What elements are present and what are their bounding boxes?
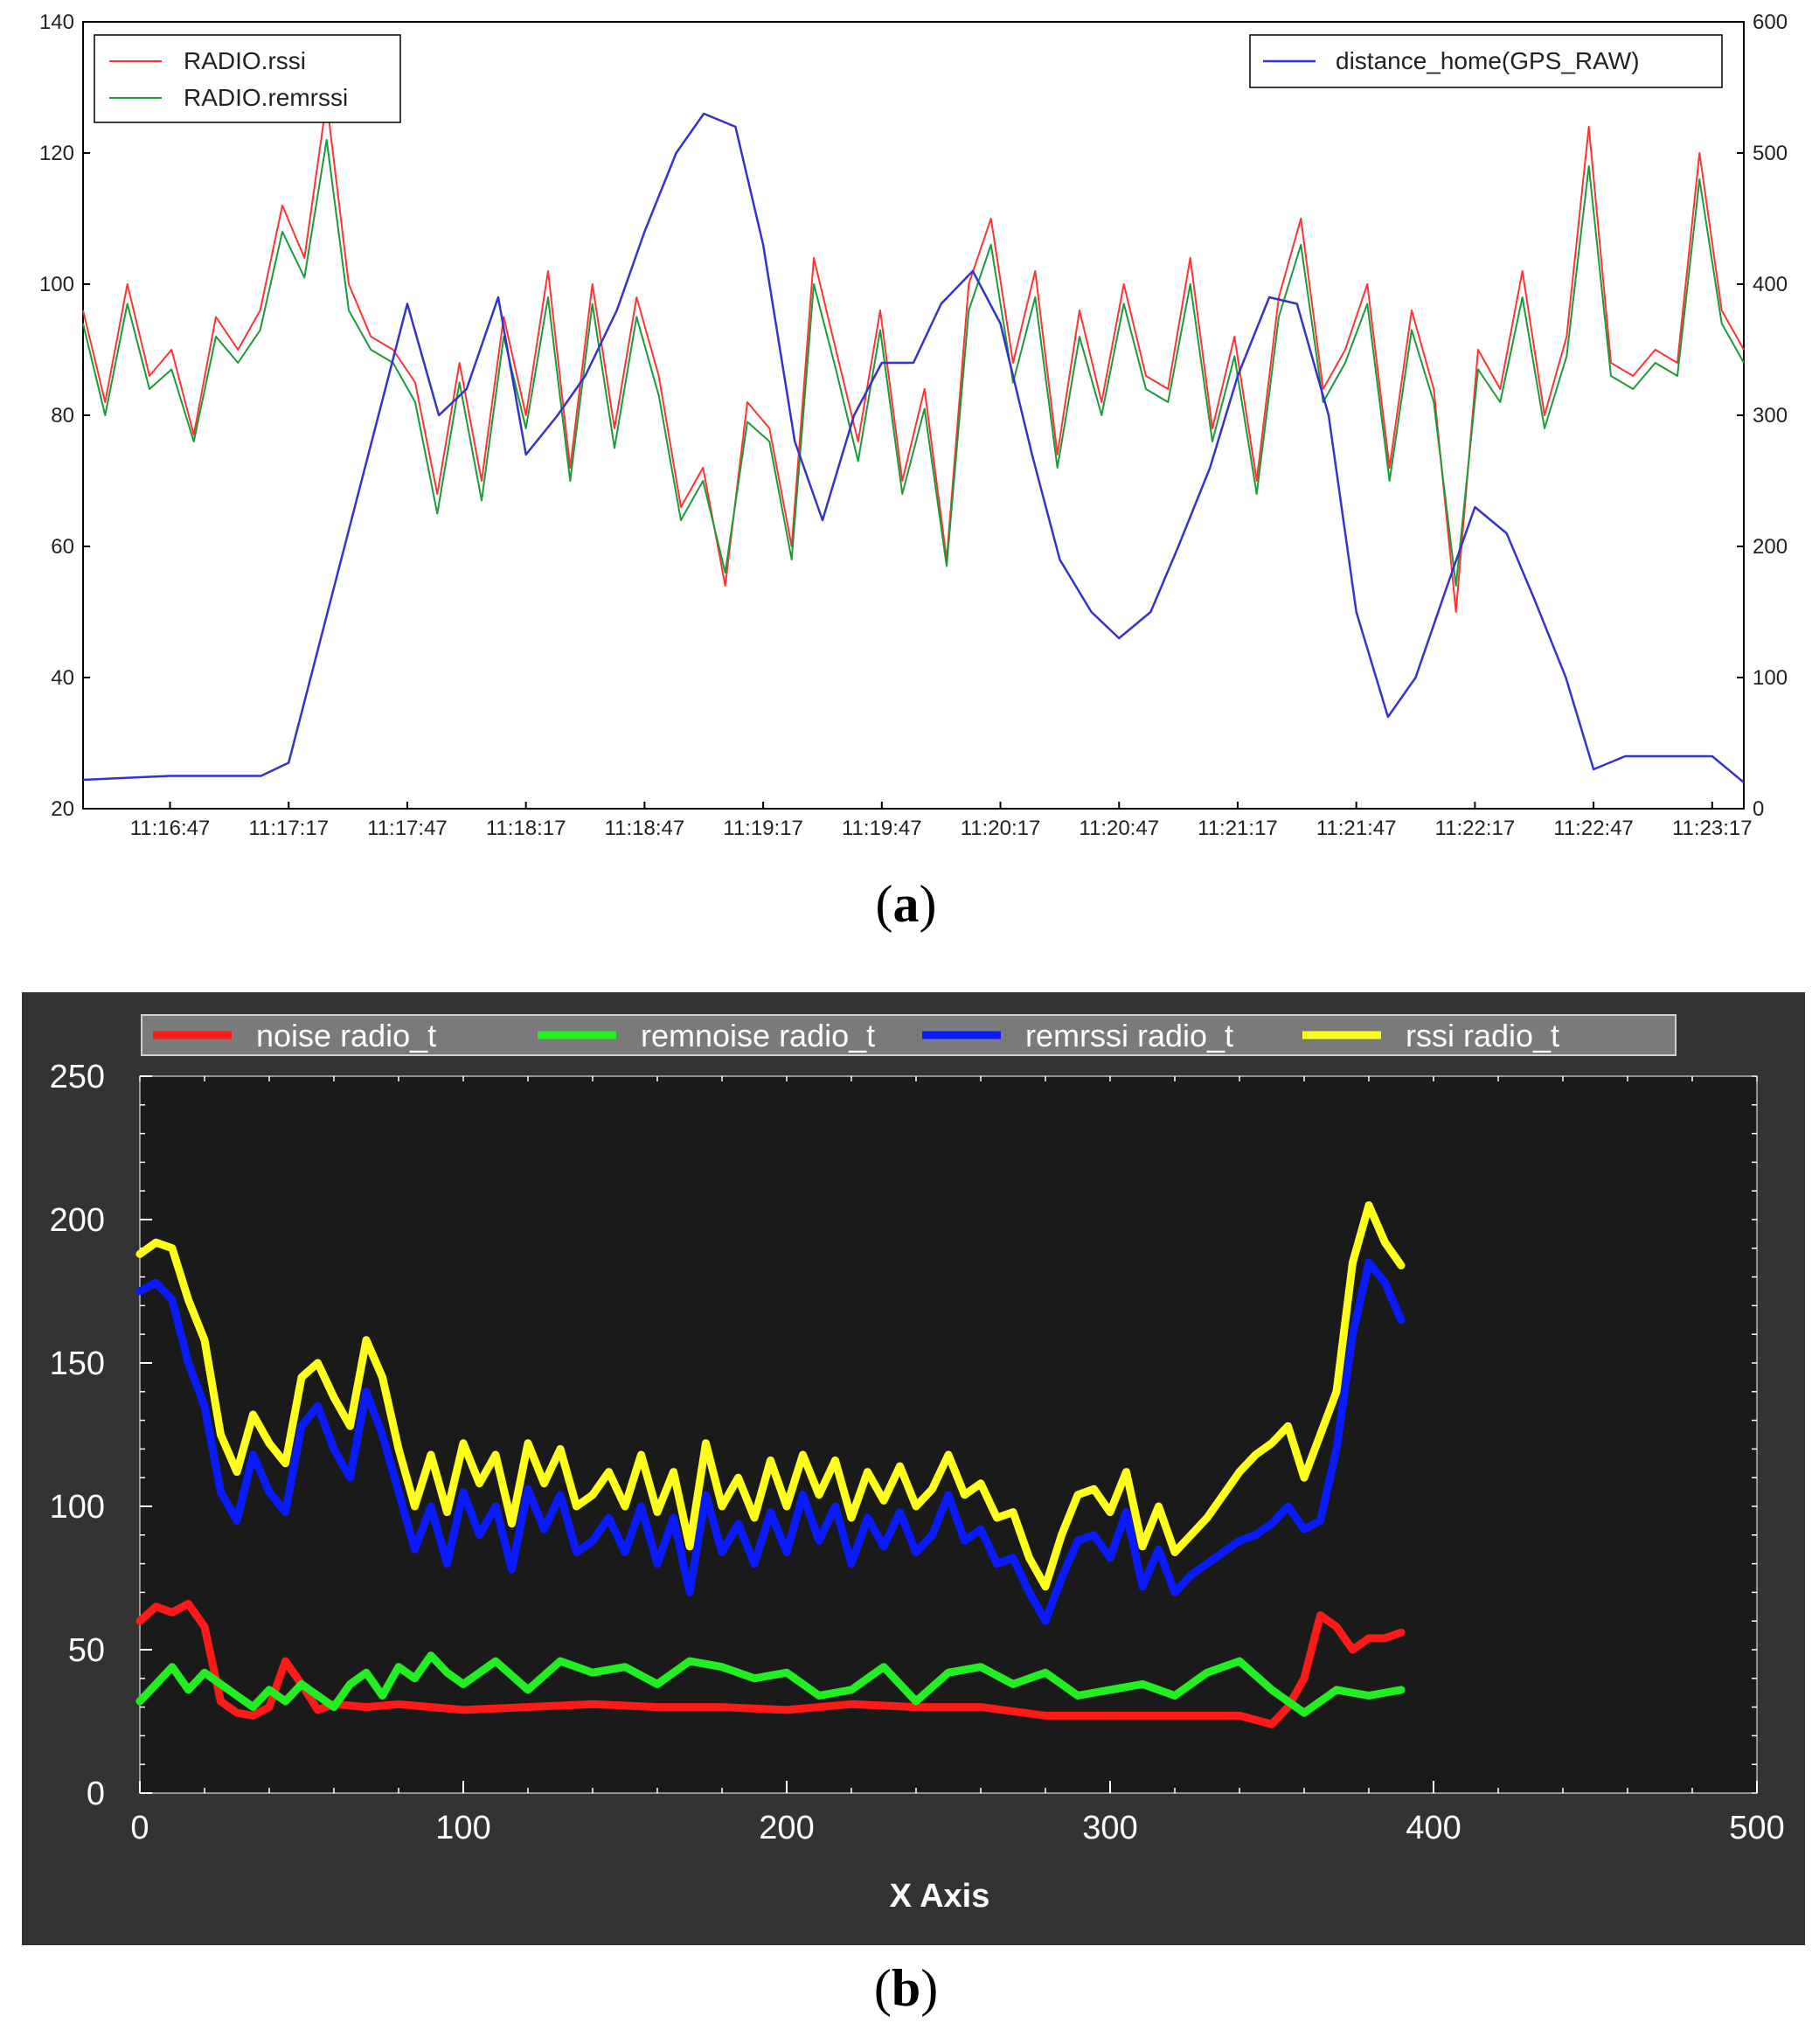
x-tick-label: 11:17:47: [367, 817, 448, 839]
x-tick-label: 11:18:47: [605, 817, 685, 839]
legend-left: [94, 34, 401, 123]
legend-label: RADIO.rssi: [184, 47, 306, 74]
series-line-radio-remrssi: [82, 139, 1745, 587]
y-tick-label: 250: [50, 1059, 105, 1095]
legend-label: distance_home(GPS_RAW): [1336, 47, 1640, 74]
y-tick-label-right: 100: [1753, 666, 1788, 690]
caption-a-letter: a: [892, 875, 920, 933]
y-tick-label-right: 0: [1753, 797, 1764, 821]
x-tick-label: 11:16:47: [130, 817, 211, 839]
caption-b: (b): [873, 1959, 939, 2017]
chart-b: 0 100 200 300 400 500 0 50 100 150 200 250 X Axis noi…: [0, 992, 1812, 1954]
legend-label: rssi radio_t: [1406, 1018, 1559, 1053]
series-line-remrssi-radio-t: [135, 1258, 1406, 1625]
x-tick-label: 11:17:17: [248, 817, 329, 839]
x-tick-label: 11:19:17: [723, 817, 803, 839]
x-tick-label: 11:20:47: [1079, 817, 1159, 839]
y-tick-label-right: 400: [1753, 273, 1788, 296]
y-tick-label-left: 80: [51, 404, 74, 428]
y-tick-label-left: 120: [39, 142, 74, 165]
series-line-distance-home-gps-raw-: [82, 112, 1745, 783]
legend-b: [141, 1014, 1677, 1056]
x-tick-label: 100: [435, 1810, 490, 1846]
y-tick-label-right: 200: [1753, 535, 1788, 559]
y-tick-label: 100: [50, 1489, 105, 1526]
series-line-rssi-radio-t: [135, 1201, 1406, 1591]
legend-right: [1249, 34, 1723, 88]
x-tick-label: 11:22:17: [1435, 817, 1516, 839]
legend-label: RADIO.remrssi: [184, 84, 348, 111]
x-tick-label: 11:18:17: [486, 817, 566, 839]
x-tick-label: 400: [1406, 1810, 1461, 1846]
y-tick-label: 0: [87, 1776, 105, 1812]
x-tick-label: 11:23:17: [1672, 817, 1753, 839]
y-tick-label-left: 100: [39, 273, 74, 296]
x-tick-label: 200: [759, 1810, 814, 1846]
x-tick-label: 500: [1729, 1810, 1784, 1846]
y-tick-label-left: 40: [51, 666, 74, 690]
series-line-noise-radio-t: [135, 1600, 1406, 1728]
chart-a-svg: 20 40 60 80 100 120 140 0 100 200 300 400 500 600 11:1…: [39, 10, 1788, 840]
x-tick-label: 300: [1082, 1810, 1137, 1846]
caption-b-letter: b: [891, 1959, 921, 2017]
y-tick-label: 200: [50, 1202, 105, 1239]
legend-label: remnoise radio_t: [641, 1018, 875, 1053]
x-tick-label: 11:20:17: [961, 817, 1041, 839]
y-tick-label-right: 300: [1753, 404, 1788, 428]
chart-a: 20 40 60 80 100 120 140 0 100 200 300 400 500 600 11:1…: [0, 0, 1812, 840]
x-tick-label: 11:21:17: [1198, 817, 1278, 839]
x-axis-label: X Axis: [890, 1878, 990, 1915]
legend-label: remrssi radio_t: [1025, 1018, 1233, 1053]
caption-a: (a): [875, 875, 937, 933]
y-tick-label-right: 600: [1753, 10, 1788, 34]
x-tick-label: 11:19:47: [842, 817, 922, 839]
chart-b-svg: 0 100 200 300 400 500 0 50 100 150 200 250 X Axis noi…: [22, 992, 1805, 1945]
y-tick-label: 50: [68, 1632, 105, 1669]
x-tick-label: 11:22:47: [1553, 817, 1634, 839]
x-tick-label: 0: [130, 1810, 149, 1846]
y-tick-label-left: 60: [51, 535, 74, 559]
y-tick-label-left: 20: [51, 797, 74, 821]
y-tick-label-right: 500: [1753, 142, 1788, 165]
y-tick-label: 150: [50, 1345, 105, 1382]
plot-area-a: [82, 21, 1745, 810]
x-tick-label: 11:21:47: [1316, 817, 1397, 839]
series-line-remnoise-radio-t: [135, 1651, 1406, 1717]
y-tick-label-left: 140: [39, 10, 74, 34]
legend-label: noise radio_t: [256, 1018, 436, 1053]
